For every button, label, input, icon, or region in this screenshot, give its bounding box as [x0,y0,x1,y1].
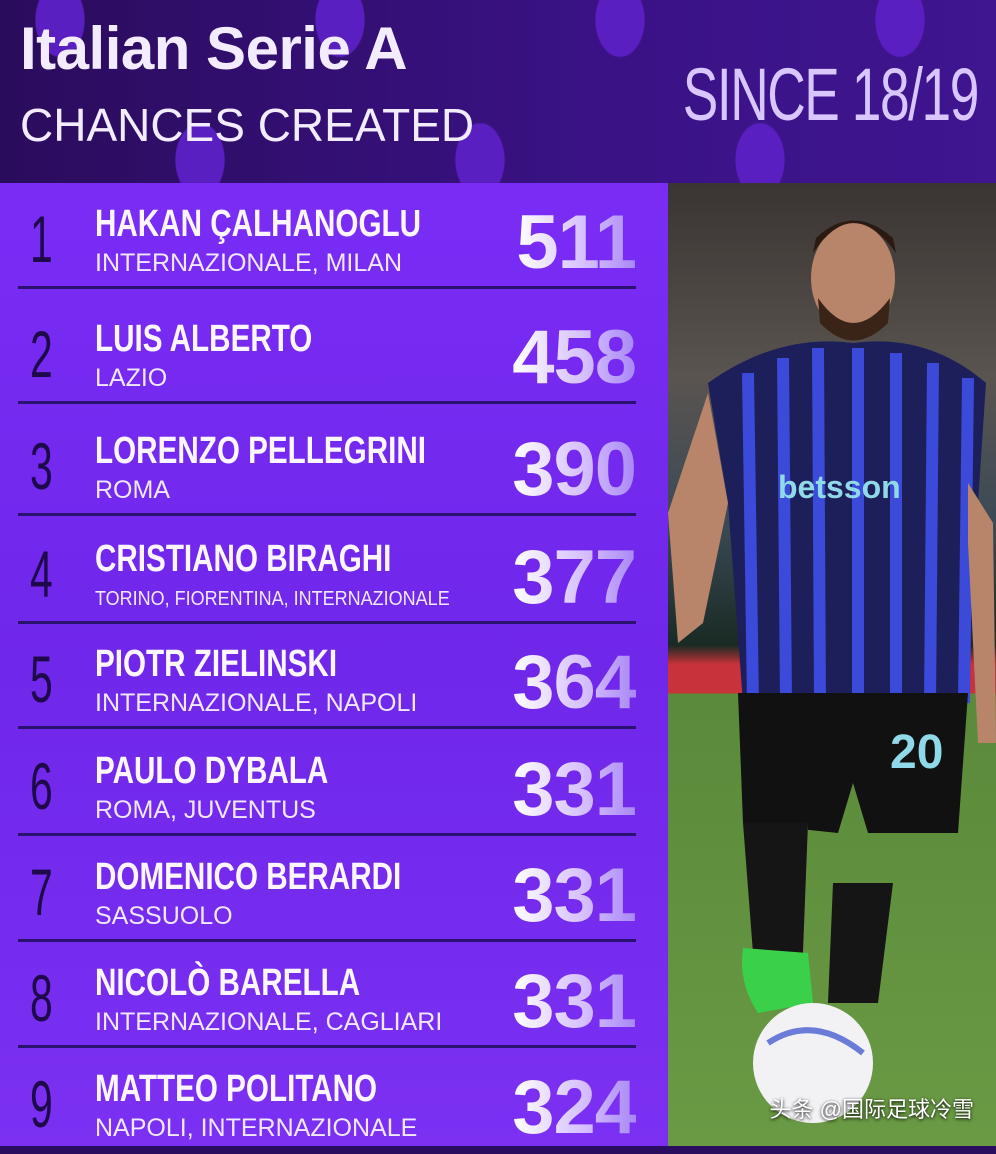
watermark: 头条 @国际足球冷雪 [769,1097,974,1122]
chances-value: 511 [516,200,637,285]
player-teams: ROMA, JUVENTUS [95,796,316,824]
chances-value: 331 [512,747,637,832]
table-row: 7 DOMENICO BERARDI SASSUOLO 331 [0,836,668,942]
rank-number: 3 [30,429,53,503]
rank-number: 1 [30,202,53,276]
page-title: Italian Serie A [20,15,408,82]
row-divider [18,939,636,942]
player-teams: NAPOLI, INTERNAZIONALE [95,1114,418,1142]
row-divider [18,726,636,729]
rank-number: 9 [30,1067,53,1141]
rank-number: 2 [30,317,53,391]
page-subtitle: CHANCES CREATED [20,99,475,151]
table-row: 3 LORENZO PELLEGRINI ROMA 390 [0,410,668,516]
player-name: DOMENICO BERARDI [95,856,402,898]
table-row: 1 HAKAN ÇALHANOGLU INTERNAZIONALE, MILAN… [0,183,668,289]
row-divider [18,513,636,516]
table-row: 9 MATTEO POLITANO NAPOLI, INTERNAZIONALE… [0,1048,668,1154]
player-name: HAKAN ÇALHANOGLU [95,203,422,245]
player-name: MATTEO POLITANO [95,1068,378,1110]
player-name: CRISTIANO BIRAGHI [95,538,392,580]
rank-number: 6 [30,749,53,823]
player-teams: INTERNAZIONALE, NAPOLI [95,689,418,717]
row-divider [18,401,636,404]
player-name: NICOLÒ BARELLA [95,962,361,1004]
player-illustration: betsson 20 [668,220,996,1123]
player-teams: LAZIO [95,364,168,392]
chances-value: 331 [512,853,637,938]
header-banner: Italian Serie A CHANCES CREATED SINCE 18… [0,0,996,183]
table-row: 8 NICOLÒ BARELLA INTERNAZIONALE, CAGLIAR… [0,942,668,1048]
player-name: LUIS ALBERTO [95,318,313,360]
player-photo: betsson 20 头条 @国际足球冷雪 [668,183,996,1146]
player-teams: INTERNAZIONALE, CAGLIARI [95,1008,443,1036]
ranking-list: 1 HAKAN ÇALHANOGLU INTERNAZIONALE, MILAN… [0,183,668,1150]
jersey-number: 20 [890,726,943,779]
chances-value: 331 [512,959,637,1044]
row-divider [18,286,636,289]
table-row: 5 PIOTR ZIELINSKI INTERNAZIONALE, NAPOLI… [0,623,668,729]
player-teams: SASSUOLO [95,902,233,930]
chances-value: 324 [512,1065,637,1150]
chances-value: 390 [512,427,637,512]
rank-number: 8 [30,961,53,1035]
player-teams: INTERNAZIONALE, MILAN [95,249,402,277]
sponsor-text: betsson [778,469,901,505]
player-name: PAULO DYBALA [95,750,329,792]
row-divider [18,1045,636,1048]
rank-number: 5 [30,642,53,716]
player-name: PIOTR ZIELINSKI [95,643,338,685]
since-label: SINCE 18/19 [682,53,980,136]
chances-value: 458 [512,315,637,400]
table-row: 6 PAULO DYBALA ROMA, JUVENTUS 331 [0,730,668,836]
table-row: 2 LUIS ALBERTO LAZIO 458 [0,298,668,404]
player-name: LORENZO PELLEGRINI [95,430,427,472]
table-row: 4 CRISTIANO BIRAGHI TORINO, FIORENTINA, … [0,518,668,624]
player-teams: ROMA [95,476,170,504]
player-teams: TORINO, FIORENTINA, INTERNAZIONALE [95,588,450,610]
row-divider [18,621,636,624]
rank-number: 7 [30,855,53,929]
chances-value: 377 [512,535,637,620]
chances-value: 364 [512,640,637,725]
row-divider [18,833,636,836]
rank-number: 4 [30,537,53,611]
